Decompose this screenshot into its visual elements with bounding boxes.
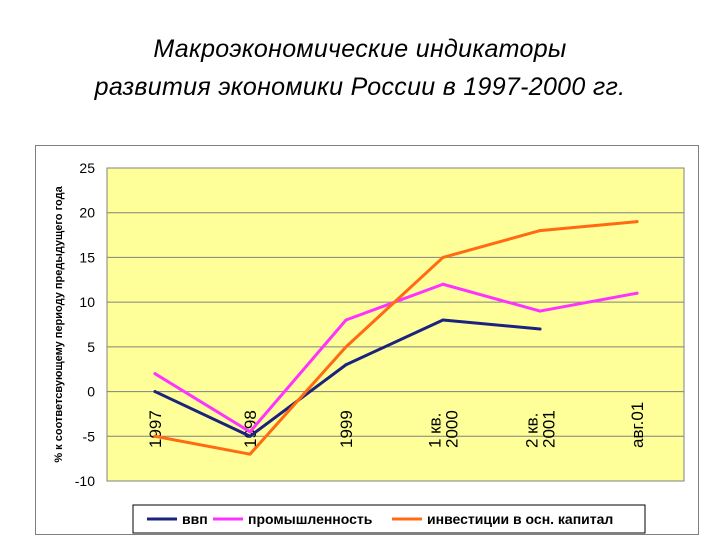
data-point xyxy=(441,255,445,259)
data-point xyxy=(538,229,542,233)
data-point xyxy=(344,345,348,349)
data-point xyxy=(538,327,542,331)
x-tick-label: 1999 xyxy=(337,410,356,448)
x-tick-label-line: 1 кв. xyxy=(426,413,445,448)
series-line-3 xyxy=(153,220,639,456)
data-point xyxy=(441,282,445,286)
x-tick-label-line: авг.01 xyxy=(628,402,647,448)
data-point xyxy=(248,434,252,438)
y-tick-label: 15 xyxy=(79,249,95,265)
x-tick-label-line: 2000 xyxy=(443,410,462,448)
data-point xyxy=(248,452,252,456)
title-line-2: развития экономики России в 1997-2000 гг… xyxy=(94,73,626,101)
plot-area xyxy=(106,167,685,482)
data-point xyxy=(344,363,348,367)
data-point xyxy=(248,430,252,434)
chart-title: Макроэкономические индикаторы развития э… xyxy=(0,30,720,106)
legend-label-3: инвестиции в осн. капитал xyxy=(427,511,613,527)
x-tick-label-line: 1997 xyxy=(146,410,165,448)
y-tick-label: 5 xyxy=(87,339,95,355)
data-point xyxy=(153,390,157,394)
y-axis-title: % к соответсвующему периоду предыдущего … xyxy=(53,185,65,462)
y-tick-label: 10 xyxy=(79,294,95,310)
legend-label-2: промышленность xyxy=(248,511,373,527)
x-tick-label: 1 кв.2000 xyxy=(426,410,462,448)
x-tick-label: 2 кв.2001 xyxy=(523,410,559,448)
data-point xyxy=(441,318,445,322)
x-tick-label: авг.01 xyxy=(628,402,647,448)
data-point xyxy=(153,372,157,376)
data-point xyxy=(538,309,542,313)
data-point xyxy=(635,220,639,224)
y-tick-label: 0 xyxy=(87,384,95,400)
x-tick-label: 1997 xyxy=(146,410,165,448)
data-point xyxy=(153,434,157,438)
x-tick-label-line: 1999 xyxy=(337,410,356,448)
title-line-1: Макроэкономические индикаторы xyxy=(153,35,567,63)
x-tick-label-line: 2 кв. xyxy=(523,413,542,448)
legend-label-1: ввп xyxy=(182,511,208,527)
y-tick-label: 25 xyxy=(79,160,95,176)
data-point xyxy=(344,318,348,322)
x-tick-label-line: 2001 xyxy=(540,410,559,448)
data-point xyxy=(635,291,639,295)
y-tick-label: 20 xyxy=(79,205,95,221)
y-tick-label: -5 xyxy=(83,428,96,444)
y-tick-label: -10 xyxy=(75,473,95,489)
